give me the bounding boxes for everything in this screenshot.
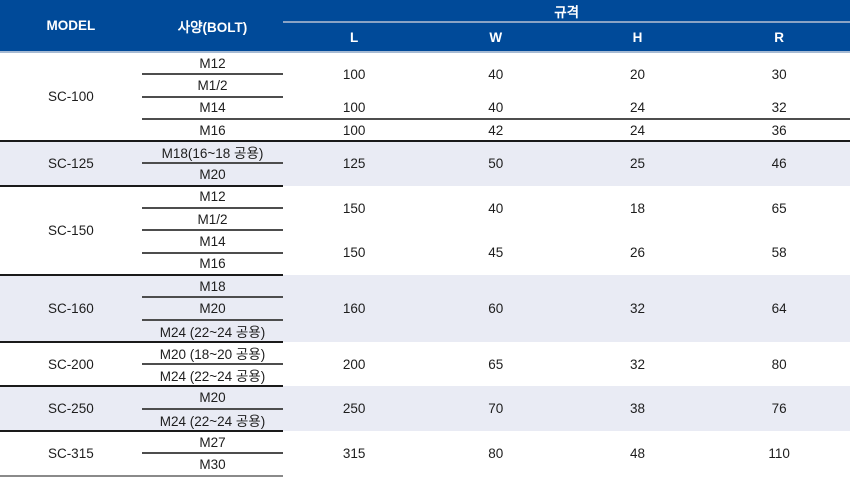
dim-cell-r: 46 — [708, 141, 850, 186]
table-row: M16 — [0, 252, 850, 276]
dim-cell-h: 32 — [566, 274, 709, 342]
dim-cell-h: 18 — [566, 185, 709, 231]
dim-cell-w: 42 — [424, 118, 567, 143]
bolt-cell: M12 — [141, 52, 284, 76]
table-row: SC-200 M20 (18~20 공용) 200 65 32 80 — [0, 341, 850, 388]
table-row: M24 (22~24 공용) — [0, 319, 850, 343]
dim-cell-h: 20 — [566, 52, 709, 97]
table-row: M24 (22~24 공용) — [0, 364, 850, 388]
table-row: SC-250 M20 250 70 38 76 — [0, 386, 850, 433]
bolt-cell: M30 — [141, 453, 284, 477]
dim-cell-w: 65 — [424, 341, 567, 387]
dim-cell-l: 160 — [283, 274, 425, 342]
dim-cell-w: 60 — [424, 274, 567, 342]
dim-cell-h: 24 — [566, 96, 709, 120]
dim-cell-l: 125 — [283, 141, 425, 186]
dim-cell-l: 100 — [283, 118, 425, 143]
bolt-cell: M27 — [141, 431, 284, 455]
col-header-model: MODEL — [0, 0, 142, 53]
bolt-cell: M18(16~18 공용) — [141, 141, 284, 165]
model-cell: SC-125 — [0, 141, 142, 187]
col-header-standard: 규격 — [283, 0, 850, 23]
dim-cell-h: 25 — [566, 141, 709, 186]
bolt-cell: M16 — [141, 118, 284, 143]
table-row: M24 (22~24 공용) — [0, 408, 850, 433]
col-header-l: L — [283, 22, 425, 53]
table-row: M1/2 — [0, 208, 850, 232]
table-row: M20 — [0, 163, 850, 187]
dim-cell-l: 315 — [283, 431, 425, 476]
table-header: MODEL 사양(BOLT) 규격 L W H R — [0, 0, 850, 53]
table-row: M1/2 — [0, 74, 850, 98]
dim-cell-l: 250 — [283, 386, 425, 432]
bolt-cell: M18 — [141, 274, 284, 299]
dim-cell-l: 150 — [283, 230, 425, 275]
dim-cell-l: 100 — [283, 52, 425, 97]
bolt-cell: M16 — [141, 252, 284, 276]
table-row: SC-160 M18 160 60 32 64 — [0, 274, 850, 343]
table-body: SC-100 M12 100 40 20 30 M1/2 M14 100 40 24 32 M16 100… — [0, 52, 850, 477]
table-row: SC-125 M18(16~18 공용) 125 50 25 46 — [0, 141, 850, 187]
dim-cell-l: 150 — [283, 185, 425, 231]
bolt-cell: M1/2 — [141, 208, 284, 232]
dim-cell-w: 70 — [424, 386, 567, 432]
dim-cell-w: 80 — [424, 431, 567, 476]
dim-cell-h: 48 — [566, 431, 709, 476]
model-cell: SC-315 — [0, 431, 142, 477]
bolt-cell: M20 — [141, 297, 284, 321]
bolt-cell: M24 (22~24 공용) — [141, 364, 284, 388]
dim-cell-w: 50 — [424, 141, 567, 186]
bolt-cell: M12 — [141, 185, 284, 210]
dim-cell-r: 36 — [708, 118, 850, 143]
dim-cell-r: 110 — [708, 431, 850, 476]
model-cell: SC-100 — [0, 52, 142, 143]
table-row: M20 — [0, 297, 850, 321]
header-row-dims: L W H R — [0, 22, 850, 53]
table-row: M14 100 40 24 32 — [0, 96, 850, 120]
dim-cell-r: 65 — [708, 185, 850, 231]
bolt-cell: M14 — [141, 96, 284, 120]
table-row: SC-150 M12 150 40 18 65 — [0, 185, 850, 276]
model-cell: SC-160 — [0, 274, 142, 343]
dim-cell-w: 40 — [424, 52, 567, 97]
model-cell: SC-250 — [0, 386, 142, 433]
dim-cell-r: 76 — [708, 386, 850, 432]
dim-cell-r: 30 — [708, 52, 850, 97]
dim-cell-h: 32 — [566, 341, 709, 387]
dim-cell-w: 40 — [424, 185, 567, 231]
table-row: SC-315 M27 315 80 48 110 — [0, 431, 850, 477]
bolt-cell: M24 (22~24 공용) — [141, 319, 284, 343]
dim-cell-r: 32 — [708, 96, 850, 120]
bolt-cell: M14 — [141, 230, 284, 254]
bolt-cell: M20 (18~20 공용) — [141, 341, 284, 366]
bolt-cell: M20 — [141, 163, 284, 187]
table-row: M16 100 42 24 36 — [0, 118, 850, 143]
table-row: M30 — [0, 453, 850, 477]
dim-cell-r: 64 — [708, 274, 850, 342]
bolt-cell: M1/2 — [141, 74, 284, 98]
bolt-cell: M24 (22~24 공용) — [141, 408, 284, 433]
dim-cell-w: 40 — [424, 96, 567, 120]
dim-cell-h: 26 — [566, 230, 709, 275]
header-row-top: MODEL 사양(BOLT) 규격 — [0, 0, 850, 53]
col-header-h: H — [566, 22, 709, 53]
bolt-cell: M20 — [141, 386, 284, 410]
col-header-spec-bolt: 사양(BOLT) — [141, 0, 284, 53]
col-header-w: W — [424, 22, 567, 53]
dim-cell-h: 24 — [566, 118, 709, 143]
dim-cell-w: 45 — [424, 230, 567, 275]
col-header-r: R — [708, 22, 850, 53]
table-row: M14 150 45 26 58 — [0, 230, 850, 275]
model-cell: SC-200 — [0, 341, 142, 388]
model-cell: SC-150 — [0, 185, 142, 276]
table-row: SC-100 M12 100 40 20 30 — [0, 52, 850, 143]
dim-cell-l: 200 — [283, 341, 425, 387]
dim-cell-r: 58 — [708, 230, 850, 275]
dim-cell-h: 38 — [566, 386, 709, 432]
dim-cell-r: 80 — [708, 341, 850, 387]
dim-cell-l: 100 — [283, 96, 425, 120]
